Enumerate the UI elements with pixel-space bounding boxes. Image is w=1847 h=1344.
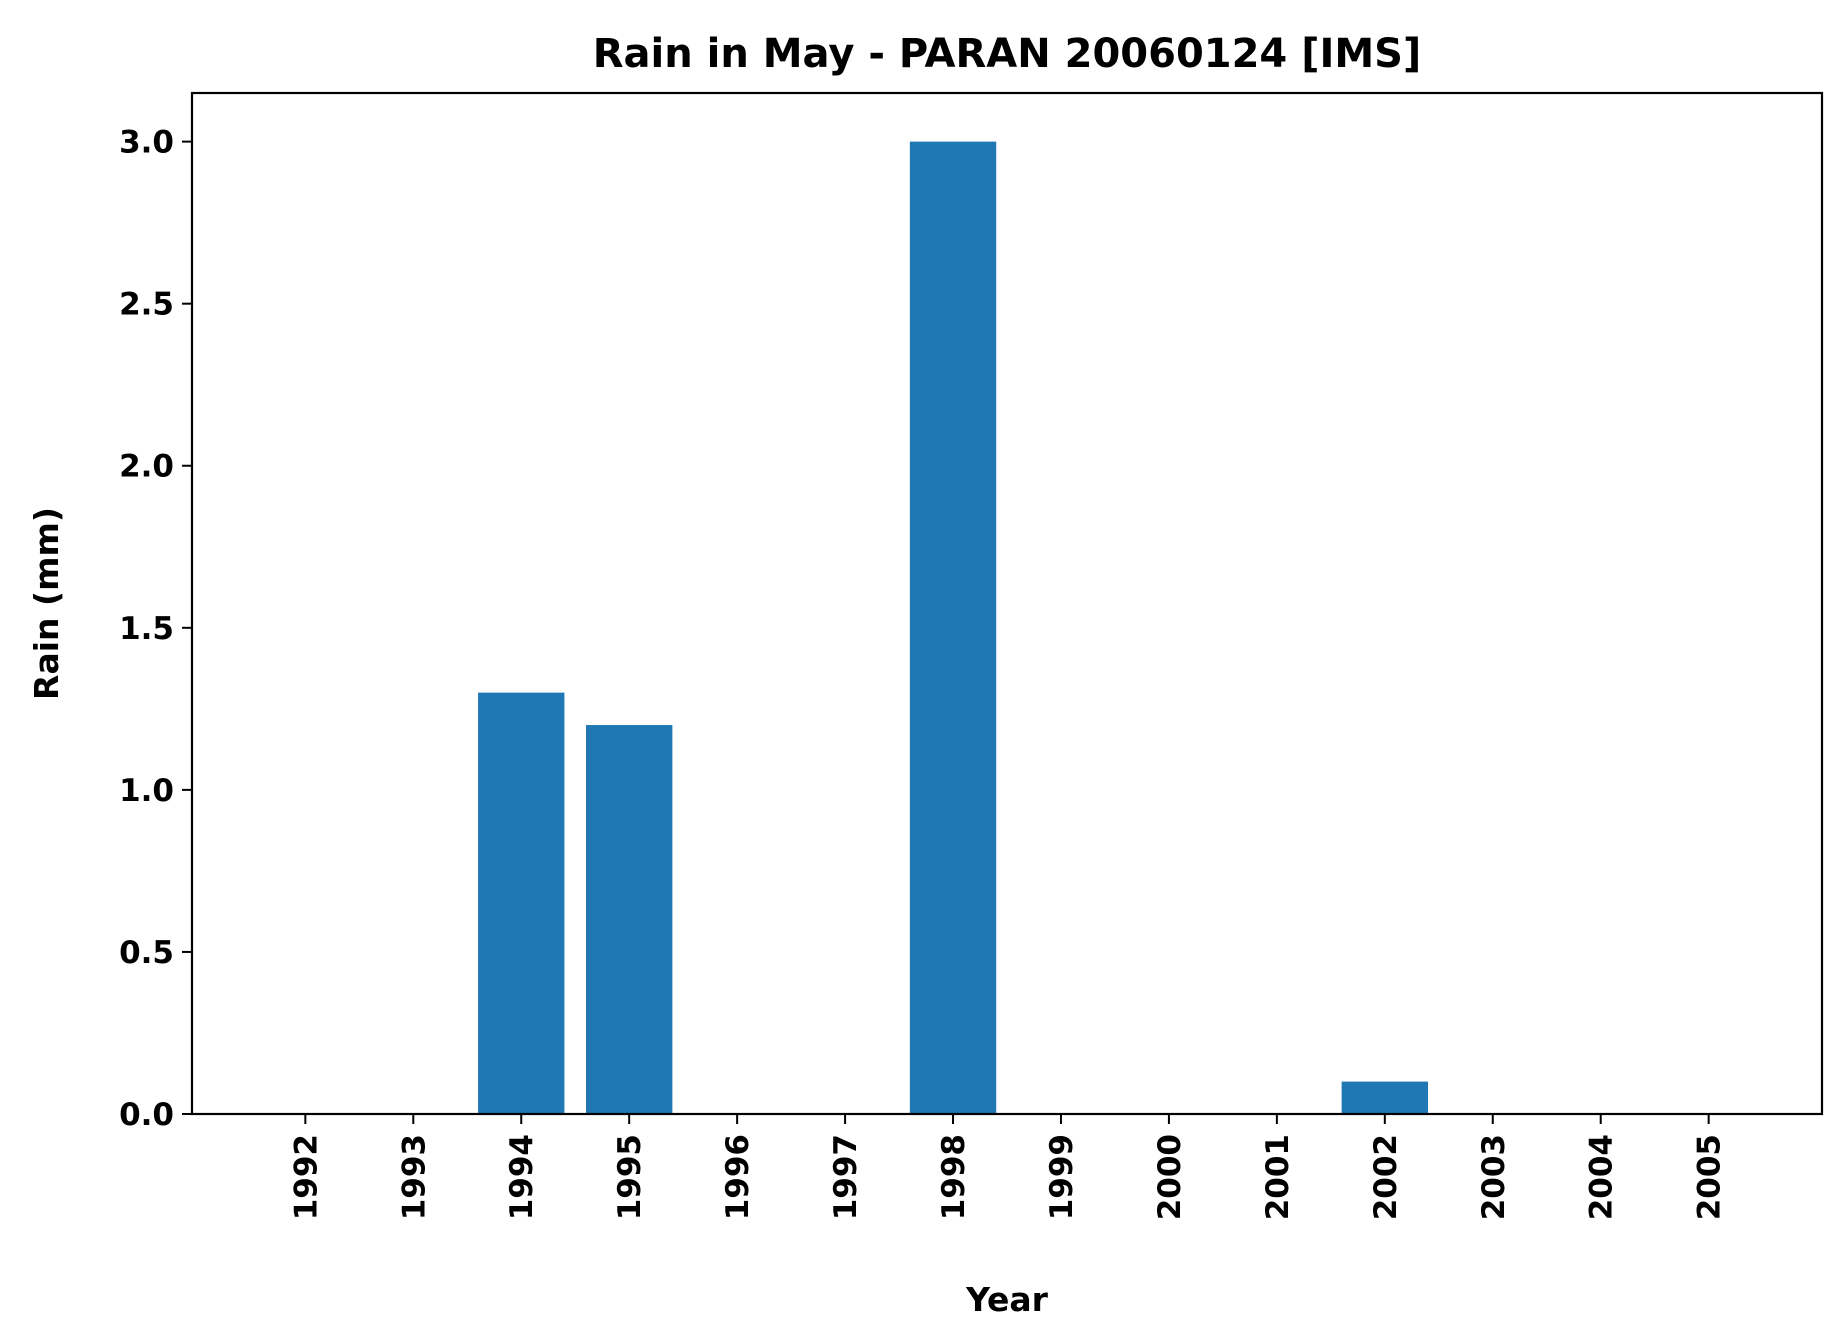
x-tick-label: 2005 xyxy=(1692,1134,1728,1220)
y-tick-label: 3.0 xyxy=(119,125,174,161)
x-tick-label: 2000 xyxy=(1152,1134,1188,1220)
bar-1998 xyxy=(909,141,997,1115)
bar-2002 xyxy=(1341,1081,1428,1114)
y-axis-label: Rain (mm) xyxy=(27,507,66,700)
x-tick-label: 1996 xyxy=(720,1134,756,1220)
x-tick-label: 1998 xyxy=(936,1134,972,1220)
x-tick-label: 1994 xyxy=(504,1134,540,1220)
bars-layer xyxy=(478,141,1428,1115)
x-axis-label: Year xyxy=(965,1280,1049,1319)
y-tick-label: 0.5 xyxy=(119,935,174,971)
x-tick-label: 1992 xyxy=(288,1134,324,1220)
y-tick-label: 2.5 xyxy=(119,287,174,323)
y-axis: 0.0 0.5 1.0 1.5 2.0 2.5 3.0 xyxy=(119,125,192,1133)
bar-1995 xyxy=(586,725,673,1114)
y-tick-label: 1.5 xyxy=(119,611,174,647)
x-tick-label: 1995 xyxy=(612,1134,648,1220)
x-tick-label: 2004 xyxy=(1584,1134,1620,1220)
x-tick-label: 1993 xyxy=(396,1134,432,1220)
x-tick-label: 1999 xyxy=(1044,1134,1080,1220)
y-tick-label: 1.0 xyxy=(119,773,174,809)
x-tick-label: 1997 xyxy=(828,1134,864,1220)
x-tick-label: 2003 xyxy=(1476,1134,1512,1220)
x-axis: 1992 1993 1994 1995 1996 1997 1998 1999 2000 2001… xyxy=(288,1114,1728,1220)
y-tick-label: 0.0 xyxy=(119,1097,174,1133)
bar-1994 xyxy=(478,692,565,1114)
x-tick-label: 2001 xyxy=(1260,1134,1296,1220)
plot-frame xyxy=(190,91,1824,1116)
x-tick-label: 2002 xyxy=(1368,1134,1404,1220)
y-tick-label: 2.0 xyxy=(119,449,174,485)
chart-title: Rain in May - PARAN 20060124 [IMS] xyxy=(593,31,1422,77)
